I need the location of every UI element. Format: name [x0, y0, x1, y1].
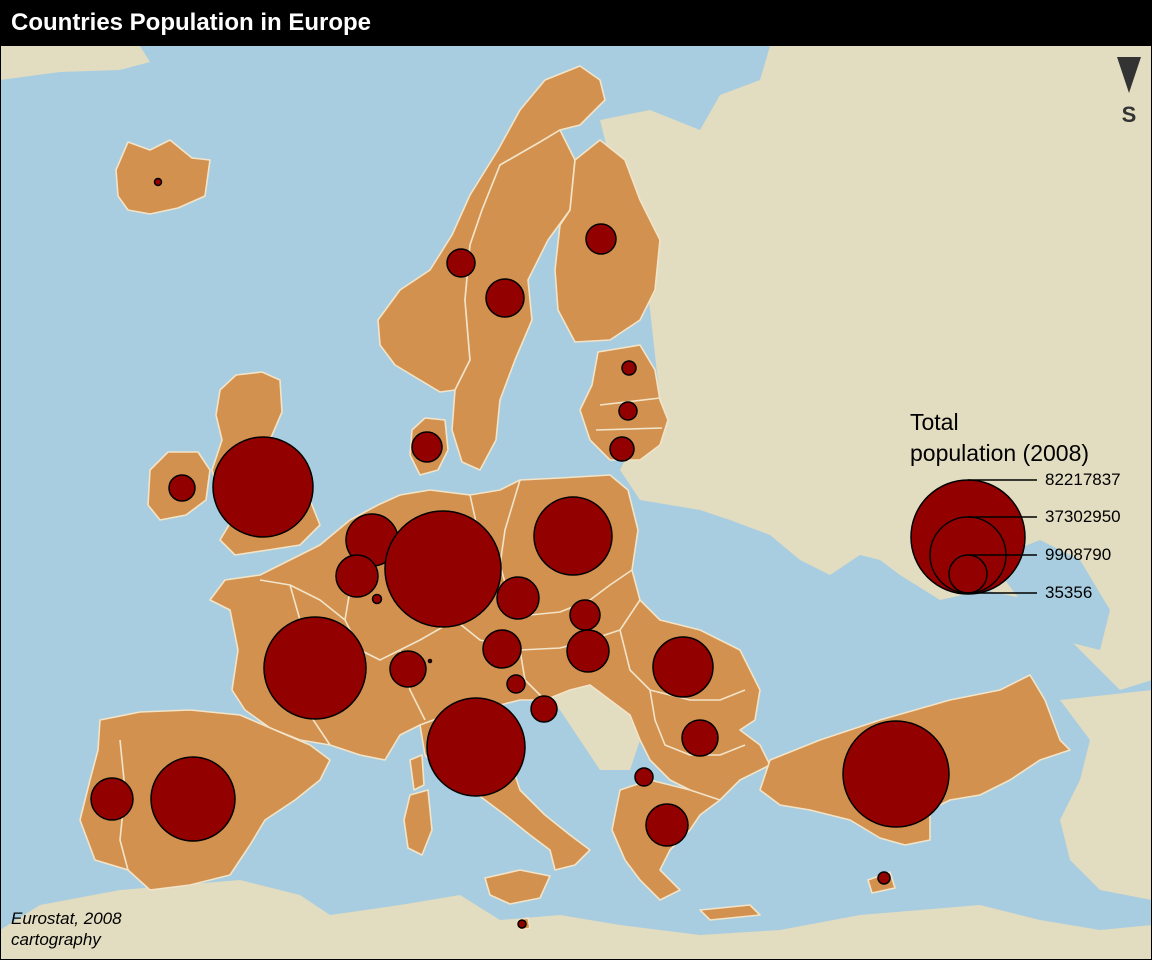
map-canvas — [0, 46, 1152, 960]
legend-graphic — [910, 479, 1037, 595]
symbol-bulgaria — [681, 719, 719, 757]
symbol-luxembourg — [371, 593, 383, 605]
title-bar: Countries Population in Europe — [0, 0, 1152, 46]
symbol-romania — [652, 636, 714, 698]
legend-value-1: 82217837 — [1045, 470, 1121, 489]
land-sardinia — [403, 789, 433, 856]
legend-title-line2: population (2008) — [910, 440, 1090, 466]
symbol-croatia — [530, 695, 558, 723]
symbol-malta — [517, 919, 527, 929]
symbol-turkey — [842, 720, 950, 828]
symbol-germany — [384, 510, 502, 628]
land-iceland — [115, 139, 211, 215]
symbol-portugal — [90, 777, 134, 821]
symbol-poland — [533, 496, 613, 576]
symbol-norway — [446, 248, 476, 278]
symbol-liechtenstein — [427, 658, 433, 664]
symbol-denmark — [411, 431, 443, 463]
legend-circle-medium — [948, 554, 988, 594]
legend-value-3: 9908790 — [1045, 545, 1112, 564]
legend-title: Total population (2008) — [910, 407, 1089, 469]
source-line2: cartography — [11, 930, 101, 949]
north-arrow: S — [1114, 55, 1144, 128]
symbol-belgium — [335, 554, 379, 598]
land-corsica — [409, 754, 425, 791]
symbol-latvia — [618, 401, 638, 421]
symbol-finland — [585, 223, 617, 255]
population-symbols — [90, 177, 950, 929]
symbol-switzerland — [389, 650, 427, 688]
symbol-sweden — [485, 278, 525, 318]
symbol-italy — [426, 697, 526, 797]
symbol-slovenia — [506, 674, 526, 694]
source-line1: Eurostat, 2008 — [11, 909, 122, 928]
map-title: Countries Population in Europe — [11, 9, 371, 36]
symbol-uk — [212, 436, 314, 538]
symbol-lithuania — [609, 436, 635, 462]
north-arrow-label: S — [1121, 102, 1137, 127]
symbol-ireland — [168, 474, 196, 502]
land-sicily — [484, 869, 551, 905]
symbol-greece — [645, 803, 689, 847]
north-arrow-icon — [1117, 57, 1141, 93]
symbol-iceland — [153, 177, 163, 187]
source-credit: Eurostat, 2008 cartography — [11, 908, 122, 950]
symbol-hungary — [566, 629, 610, 673]
symbol-slovakia — [569, 599, 601, 631]
symbol-austria — [482, 629, 522, 669]
symbol-macedonia — [634, 767, 654, 787]
symbol-france — [263, 616, 367, 720]
land-crete — [699, 904, 761, 921]
legend-value-2: 37302950 — [1045, 507, 1121, 526]
symbol-estonia — [621, 360, 637, 376]
symbol-cyprus — [877, 871, 891, 885]
symbol-czech — [496, 576, 540, 620]
legend-title-line1: Total — [910, 409, 959, 435]
legend-value-4: 35356 — [1045, 583, 1093, 602]
symbol-spain — [150, 756, 236, 842]
